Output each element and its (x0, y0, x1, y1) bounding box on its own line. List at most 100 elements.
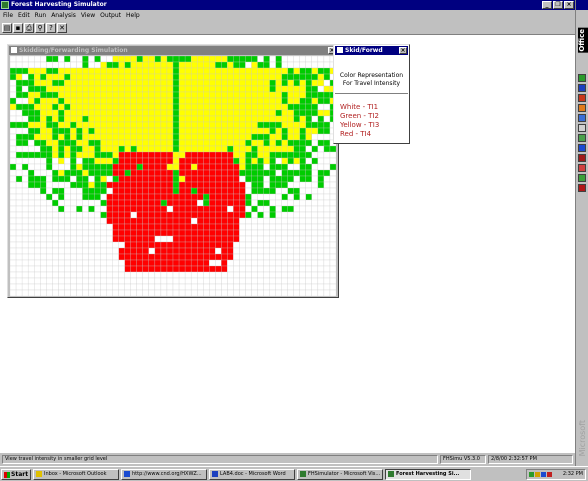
grid-cell (64, 67, 71, 75)
volume-icon[interactable] (535, 472, 540, 477)
grid-cell (148, 247, 156, 255)
grid-cell (52, 157, 59, 165)
print-icon[interactable]: ⎙ (24, 22, 34, 33)
menu-file[interactable]: File (3, 12, 14, 19)
grid-cell (142, 229, 150, 237)
grid-cell (293, 127, 300, 135)
taskbar-item-browser[interactable]: http://www.cnd.org/HXWZ... (121, 469, 207, 480)
money-icon[interactable] (578, 174, 586, 182)
note-icon[interactable] (578, 154, 586, 162)
taskbar-item-word[interactable]: LAB4.doc - Microsoft Word (209, 469, 295, 480)
grid-cell (172, 145, 180, 153)
grid-cell (154, 157, 162, 165)
grid-cell (172, 79, 180, 87)
grid-cell (154, 61, 162, 69)
grid-cell (203, 277, 210, 285)
grid-cell (245, 259, 252, 267)
office-label[interactable]: Office (578, 28, 588, 53)
access-icon[interactable] (578, 104, 586, 112)
grid-cell (166, 163, 174, 171)
grid-cell (239, 223, 246, 231)
grid-cell (203, 223, 210, 231)
scheduler-icon[interactable] (547, 472, 552, 477)
grid-cell (118, 187, 125, 195)
grid-cell (58, 259, 65, 267)
grid-cell (70, 121, 77, 129)
powerpoint-icon[interactable] (578, 94, 586, 102)
legend-window[interactable]: Skid/Forwd × Color Representation For Tr… (333, 44, 410, 144)
excel-icon[interactable] (578, 74, 586, 82)
simulation-window[interactable]: Skidding/Forwarding Simulation × (7, 44, 339, 298)
grid-cell (287, 73, 294, 81)
grid-cell (263, 217, 270, 225)
close-icon[interactable]: ✕ (57, 22, 67, 33)
grid-cell (215, 67, 222, 75)
explorer-icon[interactable] (578, 144, 586, 152)
calendar-icon[interactable] (578, 124, 586, 132)
menu-run[interactable]: Run (34, 12, 47, 19)
grid-cell (233, 103, 240, 111)
minimize-button[interactable]: _ (542, 1, 552, 9)
taskbar-item-visual[interactable]: FHSimulator - Microsoft Vis... (297, 469, 383, 480)
grid-cell (299, 259, 307, 267)
publisher-icon[interactable] (578, 184, 586, 192)
menu-help[interactable]: Help (126, 12, 140, 19)
grid-cell (196, 103, 204, 111)
menu-view[interactable]: View (80, 12, 96, 19)
grid-cell (196, 223, 204, 231)
grid-cell (112, 241, 119, 249)
help-icon[interactable]: ? (46, 22, 56, 33)
start-button[interactable]: Start (1, 469, 31, 480)
grid-cell (27, 247, 35, 255)
grid-cell (46, 259, 53, 267)
legend-window-titlebar[interactable]: Skid/Forwd × (335, 46, 408, 55)
clock[interactable]: 2:32 PM (562, 471, 583, 477)
save-icon[interactable]: ▪ (13, 22, 23, 33)
grid-cell (257, 271, 264, 279)
grid-cell (118, 241, 125, 249)
outlook-icon[interactable] (578, 114, 586, 122)
grid-cell (64, 229, 71, 237)
grid-cell (148, 199, 156, 207)
grid-cell (317, 151, 325, 159)
grid-cell (124, 187, 131, 195)
grid-cell (124, 103, 131, 111)
close-button[interactable]: × (564, 1, 574, 9)
taskbar-item-simulator[interactable]: Forest Harvesting Si... (385, 469, 471, 480)
grid-cell (130, 157, 137, 165)
network-icon[interactable] (529, 472, 534, 477)
legend-close-button[interactable]: × (399, 47, 407, 54)
grid-cell (124, 139, 131, 147)
grid-cell (70, 151, 77, 159)
grid-cell (70, 139, 77, 147)
grid-cell (269, 283, 276, 291)
tips-icon[interactable] (578, 164, 586, 172)
grid-cell (221, 163, 228, 171)
monitor-icon[interactable] (541, 472, 546, 477)
word-icon[interactable] (578, 84, 586, 92)
grid-cell (106, 217, 113, 225)
binder-icon[interactable] (578, 134, 586, 142)
find-icon[interactable]: ⚲ (35, 22, 45, 33)
grid-cell (166, 61, 174, 69)
taskbar-item-outlook[interactable]: Inbox - Microsoft Outlook (33, 469, 119, 480)
menu-output[interactable]: Output (100, 12, 122, 19)
grid-cell (21, 175, 29, 183)
grid-cell (329, 175, 336, 183)
grid-cell (130, 235, 137, 243)
grid-cell (196, 271, 204, 279)
grid-cell (184, 169, 192, 177)
title-bar[interactable]: Forest Harvesting Simulator _ ❐ × (0, 0, 575, 10)
restore-button[interactable]: ❐ (553, 1, 563, 9)
menu-edit[interactable]: Edit (18, 12, 30, 19)
grid-cell (112, 115, 119, 123)
office-bar-titlebar[interactable] (576, 0, 588, 10)
menu-analysis[interactable]: Analysis (51, 12, 76, 19)
simulation-window-titlebar[interactable]: Skidding/Forwarding Simulation × (9, 46, 337, 55)
open-icon[interactable]: ▤ (2, 22, 12, 33)
grid-cell (21, 157, 29, 165)
grid-cell (142, 133, 150, 141)
travel-intensity-grid[interactable] (10, 56, 336, 296)
grid-cell (70, 73, 77, 81)
grid-cell (64, 205, 71, 213)
